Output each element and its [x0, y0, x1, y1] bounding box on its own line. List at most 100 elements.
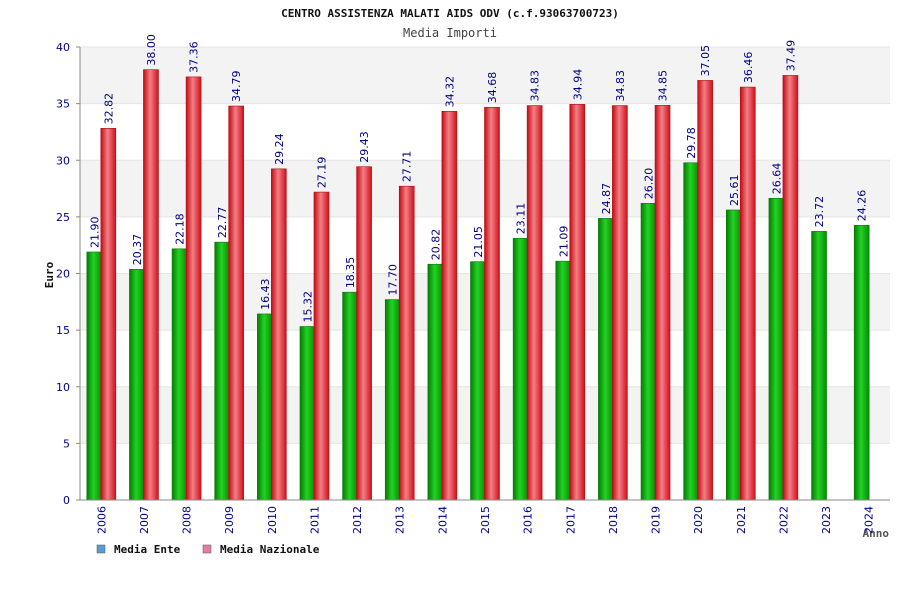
value-label-media-ente-2022: 26.64 [770, 163, 783, 195]
bar-media-ente-2010 [257, 314, 272, 500]
bar-media-ente-2013 [385, 300, 400, 500]
value-label-media-nazionale-2006: 32.82 [102, 93, 115, 125]
value-label-media-nazionale-2018: 34.83 [614, 70, 627, 102]
bar-media-nazionale-2009 [229, 106, 244, 500]
value-label-media-ente-2017: 21.09 [557, 226, 570, 258]
value-label-media-ente-2015: 21.05 [472, 226, 485, 258]
legend-label-media-ente: Media Ente [114, 543, 181, 556]
legend: Media Ente Media Nazionale [97, 543, 320, 556]
bar-media-nazionale-2017 [570, 104, 585, 500]
value-label-media-nazionale-2021: 36.46 [742, 52, 755, 84]
y-tick-label: 5 [63, 437, 70, 450]
y-axis-label: Euro [43, 261, 56, 288]
y-tick-label: 10 [56, 381, 70, 394]
x-tick-label: 2021 [735, 506, 748, 534]
bar-media-ente-2007 [129, 269, 144, 500]
bar-media-ente-2017 [556, 261, 571, 500]
value-label-media-nazionale-2009: 34.79 [230, 71, 243, 103]
value-label-media-nazionale-2014: 34.32 [443, 76, 456, 108]
legend-item-media-nazionale: Media Nazionale [203, 543, 320, 556]
value-label-media-nazionale-2008: 37.36 [188, 41, 201, 73]
bar-media-nazionale-2014 [442, 111, 457, 500]
bar-media-ente-2009 [215, 242, 230, 500]
legend-label-media-nazionale: Media Nazionale [220, 543, 320, 556]
bar-media-nazionale-2015 [485, 107, 500, 500]
x-tick-label: 2015 [479, 506, 492, 534]
y-tick-label: 30 [56, 154, 70, 167]
value-label-media-ente-2010: 16.43 [259, 278, 272, 310]
value-label-media-ente-2024: 24.26 [856, 190, 869, 222]
value-label-media-nazionale-2016: 34.83 [529, 70, 542, 102]
value-label-media-ente-2019: 26.20 [643, 168, 656, 200]
bar-media-ente-2006 [87, 252, 102, 500]
value-label-media-ente-2018: 24.87 [600, 183, 613, 215]
value-label-media-ente-2006: 21.90 [88, 216, 101, 248]
bar-media-nazionale-2007 [143, 70, 158, 500]
bar-media-ente-2021 [726, 210, 741, 500]
x-tick-label: 2010 [266, 506, 279, 534]
bar-media-nazionale-2006 [101, 128, 116, 500]
value-label-media-ente-2016: 23.11 [515, 203, 528, 235]
value-label-media-nazionale-2015: 34.68 [486, 72, 499, 104]
y-tick-label: 25 [56, 211, 70, 224]
x-tick-label: 2016 [522, 506, 535, 534]
x-tick-label: 2022 [777, 506, 790, 534]
value-label-media-nazionale-2017: 34.94 [571, 69, 584, 101]
legend-item-media-ente: Media Ente [97, 543, 181, 556]
y-tick-label: 15 [56, 324, 70, 337]
value-label-media-nazionale-2012: 29.43 [358, 131, 371, 163]
y-tick-label: 35 [56, 98, 70, 111]
bar-media-nazionale-2016 [527, 106, 542, 500]
y-tick-label: 0 [63, 494, 70, 507]
x-axis-ticks: 2006 2007 2008 2009 2010 2011 2012 2013 2014 2015… [95, 506, 875, 534]
bar-media-nazionale-2019 [655, 105, 670, 500]
x-tick-label: 2008 [181, 506, 194, 534]
bar-media-ente-2024 [854, 225, 869, 500]
x-tick-label: 2023 [820, 506, 833, 534]
value-label-media-ente-2023: 23.72 [813, 196, 826, 228]
value-label-media-ente-2014: 20.82 [429, 229, 442, 261]
chart-root: CENTRO ASSISTENZA MALATI AIDS ODV (c.f.9… [0, 0, 900, 600]
bar-media-ente-2019 [641, 203, 656, 500]
bar-media-ente-2015 [471, 262, 486, 500]
y-tick-label: 40 [56, 41, 70, 54]
value-label-media-ente-2009: 22.77 [216, 207, 229, 239]
value-label-media-ente-2007: 20.37 [131, 234, 144, 266]
x-tick-label: 2020 [692, 506, 705, 534]
value-label-media-nazionale-2007: 38.00 [145, 34, 158, 66]
bar-media-ente-2016 [513, 238, 528, 500]
x-tick-label: 2007 [138, 506, 151, 534]
bar-media-ente-2012 [343, 292, 358, 500]
bar-media-ente-2023 [812, 231, 827, 500]
value-label-media-nazionale-2010: 29.24 [273, 133, 286, 165]
y-tick-label: 20 [56, 268, 70, 281]
bar-media-nazionale-2012 [357, 167, 372, 500]
bar-media-ente-2020 [684, 163, 699, 500]
bar-media-ente-2018 [598, 218, 613, 500]
bar-media-nazionale-2018 [612, 106, 627, 500]
x-tick-label: 2024 [863, 506, 876, 534]
bar-media-nazionale-2020 [698, 80, 713, 500]
value-label-media-nazionale-2013: 27.71 [401, 151, 414, 183]
bar-media-nazionale-2010 [271, 169, 286, 500]
value-label-media-ente-2020: 29.78 [685, 127, 698, 159]
grid-band [80, 47, 890, 104]
x-tick-label: 2014 [436, 506, 449, 534]
x-tick-label: 2012 [351, 506, 364, 534]
value-label-media-ente-2012: 18.35 [344, 257, 357, 289]
bar-media-nazionale-2021 [740, 87, 755, 500]
value-label-media-ente-2011: 15.32 [301, 291, 314, 323]
x-tick-label: 2013 [394, 506, 407, 534]
x-tick-label: 2018 [607, 506, 620, 534]
bar-media-ente-2011 [300, 327, 315, 500]
x-tick-label: 2011 [308, 506, 321, 534]
value-label-media-ente-2021: 25.61 [728, 174, 741, 206]
chart-title: CENTRO ASSISTENZA MALATI AIDS ODV (c.f.9… [281, 7, 619, 20]
x-tick-label: 2009 [223, 506, 236, 534]
bar-media-ente-2022 [769, 198, 784, 500]
legend-swatch-media-ente [97, 545, 105, 553]
x-tick-label: 2006 [95, 506, 108, 534]
bar-media-nazionale-2008 [186, 77, 201, 500]
value-label-media-nazionale-2011: 27.19 [315, 157, 328, 189]
value-label-media-ente-2013: 17.70 [387, 264, 400, 296]
